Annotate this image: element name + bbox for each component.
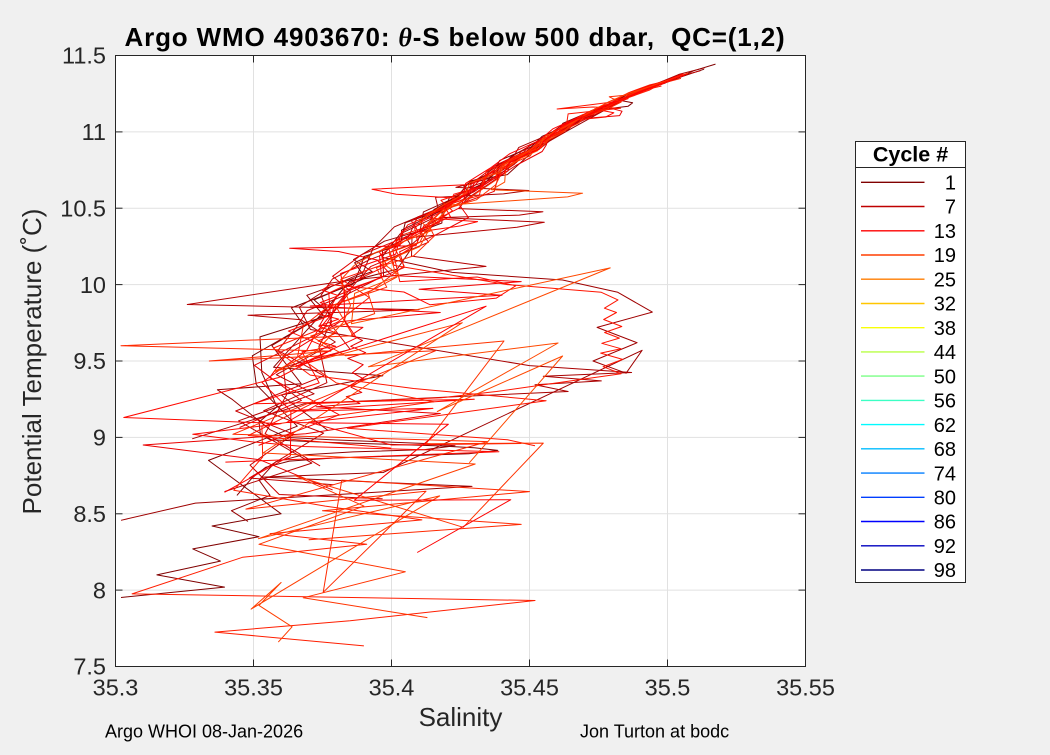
svg-text:35.4: 35.4 xyxy=(369,675,415,701)
svg-text:9: 9 xyxy=(93,425,106,451)
svg-text:9.5: 9.5 xyxy=(73,348,106,374)
svg-text:Potential Temperature (˚C): Potential Temperature (˚C) xyxy=(17,209,47,515)
svg-text:35.45: 35.45 xyxy=(500,675,559,701)
svg-text:10.5: 10.5 xyxy=(60,196,106,222)
svg-text:80: 80 xyxy=(934,488,956,510)
svg-text:35.55: 35.55 xyxy=(776,675,835,701)
svg-text:35.3: 35.3 xyxy=(93,675,139,701)
svg-text:Argo WMO 4903670: θ-S below 50: Argo WMO 4903670: θ-S below 500 dbar, QC… xyxy=(124,22,785,52)
svg-text:8.5: 8.5 xyxy=(73,501,106,527)
svg-text:56: 56 xyxy=(934,391,956,413)
svg-text:74: 74 xyxy=(934,463,956,485)
svg-text:13: 13 xyxy=(934,221,956,243)
svg-text:Salinity: Salinity xyxy=(419,702,503,732)
svg-text:11.5: 11.5 xyxy=(62,43,106,69)
svg-text:62: 62 xyxy=(934,415,956,437)
svg-text:8: 8 xyxy=(93,577,106,603)
svg-text:38: 38 xyxy=(934,318,956,340)
svg-text:44: 44 xyxy=(934,342,956,364)
svg-text:92: 92 xyxy=(934,536,956,558)
svg-text:86: 86 xyxy=(934,512,956,534)
svg-text:68: 68 xyxy=(934,439,956,461)
svg-text:Cycle #: Cycle # xyxy=(873,143,948,167)
svg-text:7: 7 xyxy=(945,197,956,219)
svg-text:98: 98 xyxy=(934,560,956,582)
svg-text:10: 10 xyxy=(80,272,106,298)
svg-text:Jon Turton at bodc: Jon Turton at bodc xyxy=(580,722,729,742)
svg-text:Argo WHOI 08-Jan-2026: Argo WHOI 08-Jan-2026 xyxy=(105,722,303,742)
svg-text:50: 50 xyxy=(934,366,956,388)
svg-text:32: 32 xyxy=(934,294,956,316)
svg-text:25: 25 xyxy=(934,269,956,291)
svg-text:19: 19 xyxy=(934,245,956,267)
svg-text:35.35: 35.35 xyxy=(224,675,283,701)
svg-text:1: 1 xyxy=(945,173,956,195)
svg-text:7.5: 7.5 xyxy=(73,654,106,680)
svg-text:35.5: 35.5 xyxy=(645,675,691,701)
svg-text:11: 11 xyxy=(82,119,106,145)
